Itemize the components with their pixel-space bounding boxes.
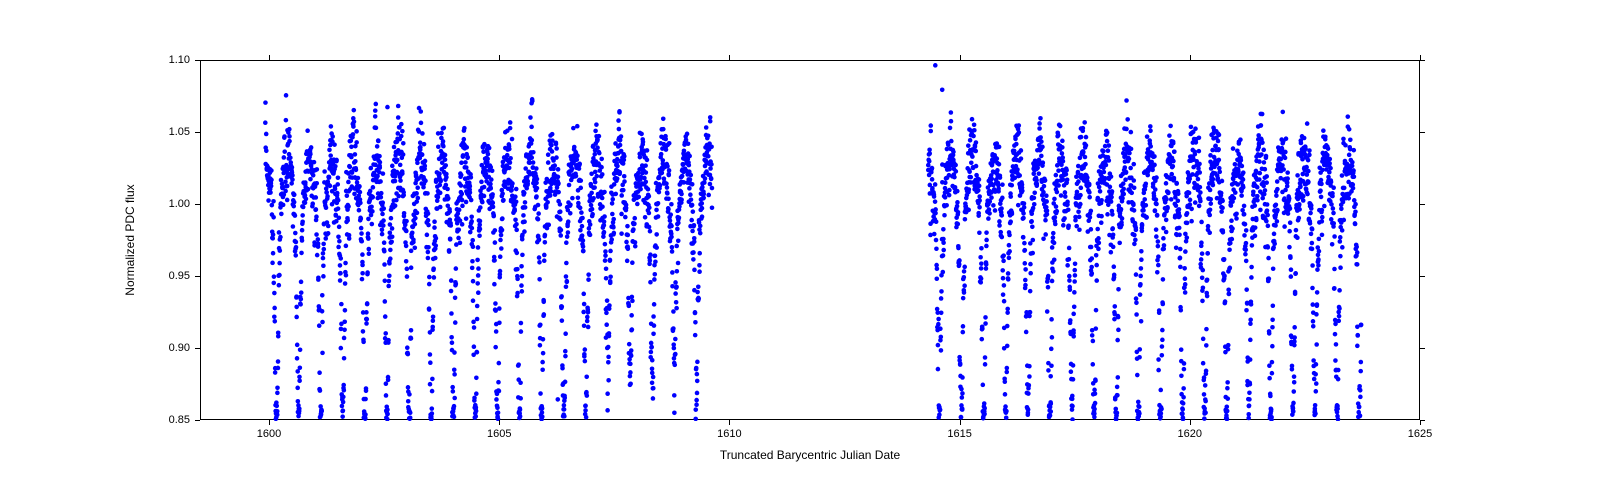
scatter-points (201, 61, 1421, 421)
y-tick-label: 0.90 (169, 342, 190, 354)
y-tick (195, 348, 200, 349)
x-tick (960, 55, 961, 60)
y-tick-label: 1.05 (169, 126, 190, 138)
y-tick (1420, 204, 1425, 205)
y-tick (195, 60, 200, 61)
x-tick (1190, 55, 1191, 60)
x-tick-label: 1625 (1408, 428, 1432, 440)
x-tick (960, 420, 961, 425)
y-tick (1420, 276, 1425, 277)
y-tick (195, 276, 200, 277)
x-tick-label: 1615 (947, 428, 971, 440)
y-tick (1420, 132, 1425, 133)
x-tick-label: 1605 (487, 428, 511, 440)
x-tick (499, 420, 500, 425)
x-tick (269, 55, 270, 60)
x-tick-label: 1620 (1178, 428, 1202, 440)
x-tick-label: 1600 (257, 428, 281, 440)
y-axis-label: Normalized PDC flux (123, 184, 137, 295)
y-tick-label: 0.85 (169, 414, 190, 426)
y-tick-label: 1.00 (169, 198, 190, 210)
x-tick (729, 420, 730, 425)
y-tick (195, 204, 200, 205)
x-tick-label: 1610 (717, 428, 741, 440)
x-tick (499, 55, 500, 60)
y-tick (1420, 60, 1425, 61)
x-tick (269, 420, 270, 425)
x-tick (1190, 420, 1191, 425)
y-tick (1420, 420, 1425, 421)
x-axis-label: Truncated Barycentric Julian Date (720, 448, 900, 462)
y-tick (1420, 348, 1425, 349)
plot-area (200, 60, 1420, 420)
y-tick (195, 132, 200, 133)
figure: Normalized PDC flux Truncated Barycentri… (0, 0, 1600, 500)
y-tick-label: 1.10 (169, 54, 190, 66)
y-tick-label: 0.95 (169, 270, 190, 282)
y-tick (195, 420, 200, 421)
x-tick (729, 55, 730, 60)
